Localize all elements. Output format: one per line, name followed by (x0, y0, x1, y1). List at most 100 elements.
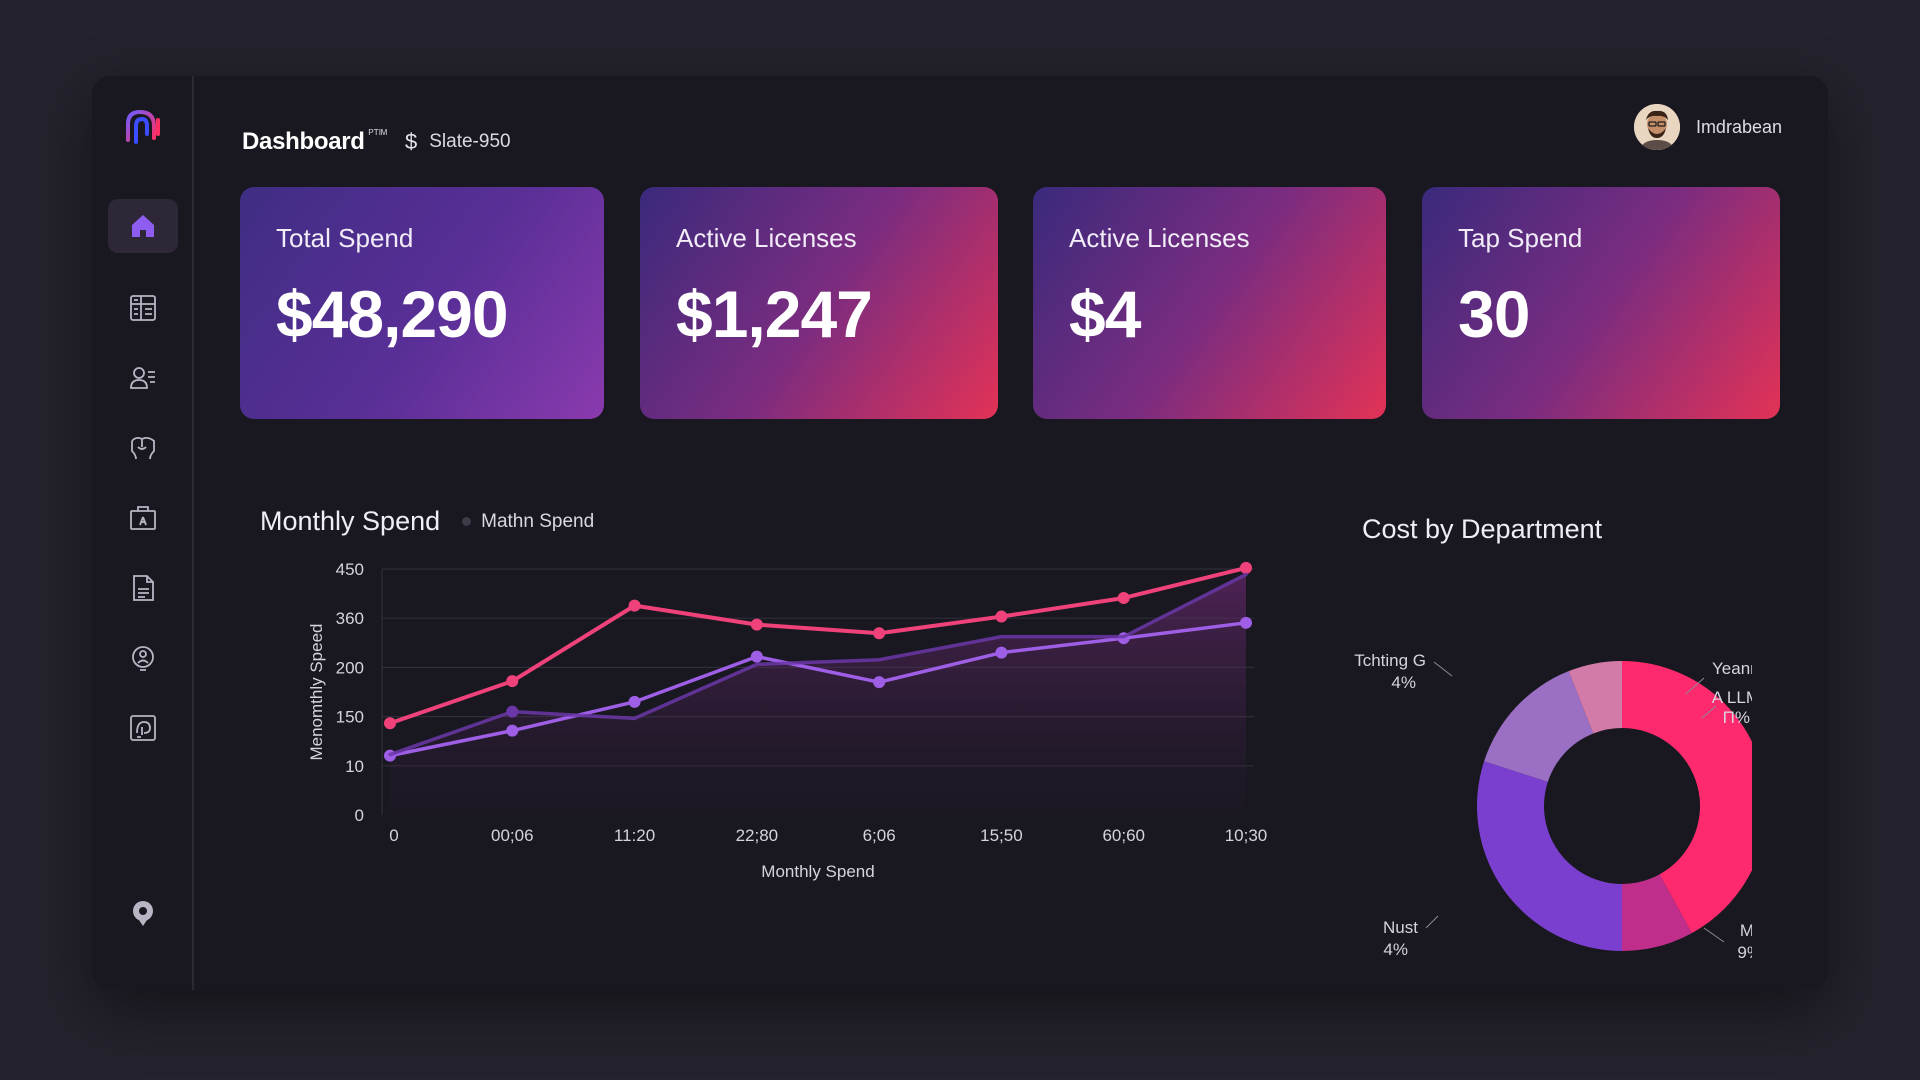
app-window: Dashboard ᴾᵀᴵᴹ $ Slate-950 Imdrabean Tot… (92, 76, 1828, 990)
y-tick-label: 450 (336, 560, 364, 579)
nav-workspace[interactable] (108, 491, 178, 545)
slice-label: A LLM (1712, 688, 1752, 707)
kpi-label: Active Licenses (1069, 223, 1250, 253)
nav-documents[interactable] (108, 561, 178, 615)
data-point (628, 695, 641, 708)
leader-line (1685, 677, 1705, 695)
data-point (506, 675, 519, 688)
data-point (995, 610, 1008, 623)
analytics-icon (130, 715, 156, 741)
data-point (995, 646, 1008, 659)
nav-support[interactable] (108, 631, 178, 685)
leader-line (1701, 705, 1717, 719)
series-line-2 (388, 621, 1248, 758)
legend-dot (462, 517, 472, 526)
donut-slice (1484, 671, 1594, 782)
support-icon (132, 646, 154, 671)
department-chart-title: Cost by Department (1362, 514, 1603, 544)
kpi-value: $4 (1069, 277, 1141, 351)
slice-label: Tchting G (1354, 651, 1426, 670)
nav-location[interactable] (108, 886, 178, 940)
avatar[interactable] (1633, 104, 1680, 150)
leader-line (1425, 915, 1439, 929)
x-tick-label: 11:20 (614, 826, 655, 845)
sidebar (92, 76, 194, 990)
slice-label: Yeanmsedt (1712, 659, 1752, 678)
user-name[interactable]: Imdrabean (1695, 116, 1782, 137)
x-tick-label: 60;60 (1102, 826, 1145, 845)
cost-by-department-donut[interactable]: Yeanmsedt Mse 9% Nust 4% Tchting G 4% A LLMΠ% (1352, 566, 1752, 966)
data-point (873, 627, 886, 640)
data-point (750, 650, 763, 663)
donut-slice (1477, 761, 1622, 951)
y-axis-label: Menomthly Speed (307, 623, 326, 760)
users-icon (130, 367, 155, 389)
grid-report-icon (130, 295, 156, 321)
data-point (506, 705, 519, 718)
kpi-value: $1,247 (676, 277, 873, 351)
slice-percent: 4% (1391, 673, 1416, 692)
series-line-3 (388, 572, 1248, 757)
series-line-0 (388, 565, 1248, 726)
kpi-label: Active Licenses (676, 223, 857, 253)
slice-percent: 4% (1383, 940, 1408, 959)
theme-label[interactable]: Slate-950 (429, 131, 511, 152)
chart-legend[interactable]: Мathn Spend (462, 511, 594, 533)
data-point (1240, 616, 1252, 629)
dollar-icon: $ (405, 129, 418, 154)
x-tick-label: 0 (389, 826, 398, 845)
kpi-card-total-spend[interactable]: Total Spend $48,290 (240, 187, 604, 419)
donut-slice (1622, 874, 1692, 951)
y-tick-label: 10 (345, 757, 364, 776)
monthly-chart-header: Monthly Spend Мathn Spend (260, 506, 594, 537)
nav-map[interactable] (108, 421, 178, 475)
data-point (750, 618, 763, 631)
x-axis-label: Monthly Spend (761, 862, 874, 881)
donut-slice (1568, 661, 1622, 734)
nav-analytics[interactable] (108, 701, 178, 755)
data-point (506, 724, 519, 737)
legend-label: Мathn Spend (481, 510, 595, 532)
slice-label: Nust (1383, 918, 1418, 937)
kpi-value: 30 (1458, 277, 1530, 351)
data-point (1240, 561, 1252, 574)
header: Dashboard ᴾᵀᴵᴹ $ Slate-950 (242, 114, 511, 170)
y-tick-label: 0 (355, 806, 364, 825)
home-icon (132, 215, 154, 237)
map-icon (131, 436, 155, 460)
kpi-card-active-licenses[interactable]: Active Licenses $1,247 (640, 187, 998, 419)
x-tick-label: 00;06 (491, 826, 534, 845)
data-point (628, 599, 641, 612)
user-menu[interactable]: Imdrabean (1633, 102, 1782, 152)
y-tick-label: 150 (336, 708, 364, 727)
nav-reports[interactable] (108, 281, 178, 335)
slice-percent: Π% (1723, 708, 1750, 727)
kpi-label: Total Spend (276, 223, 414, 253)
slice-percent: 9% (1737, 943, 1752, 962)
briefcase-icon (130, 506, 156, 530)
kpi-card-tap-spend[interactable]: Tap Spend 30 (1422, 187, 1780, 419)
monthly-spend-line-chart[interactable]: 0 10 150 200 360 450 0 00;06 11:20 22;80 6;06 15;50… (242, 551, 1272, 911)
area-fill (390, 574, 1246, 815)
kpi-card-active-licenses-2[interactable]: Active Licenses $4 (1033, 187, 1386, 419)
nav-users[interactable] (108, 351, 178, 405)
x-tick-label: 10;30 (1225, 826, 1268, 845)
slice-label: Mse (1740, 921, 1752, 940)
document-icon (133, 575, 154, 601)
monthly-chart-title: Monthly Spend (260, 506, 441, 536)
leader-line (1433, 661, 1453, 677)
donut-slice (1622, 661, 1752, 934)
nav-home[interactable] (108, 199, 178, 253)
x-tick-label: 6;06 (863, 826, 896, 845)
x-tick-label: 15;50 (980, 826, 1023, 845)
x-tick-label: 22;80 (736, 826, 779, 845)
y-tick-label: 200 (336, 658, 364, 677)
kpi-value: $48,290 (276, 277, 509, 351)
data-point (384, 717, 396, 730)
title-superscript: ᴾᵀᴵᴹ (368, 127, 387, 141)
page-title: Dashboard (242, 128, 365, 155)
leader-line (1703, 927, 1725, 943)
data-point (1117, 591, 1130, 604)
brand-logo-icon[interactable] (120, 104, 166, 150)
kpi-label: Tap Spend (1458, 223, 1583, 253)
